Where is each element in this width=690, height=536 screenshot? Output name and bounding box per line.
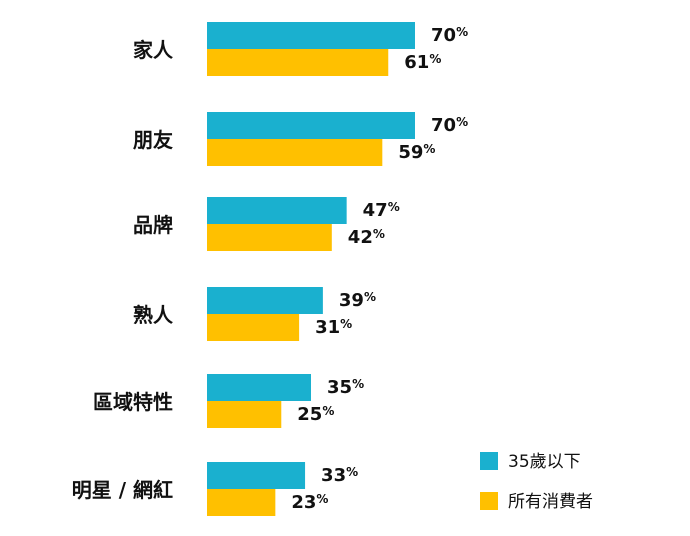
bar-cat-0-series-1	[207, 49, 389, 76]
legend-label-0: 35歲以下	[508, 452, 581, 472]
bars-group	[207, 22, 415, 516]
bar-cat-2-series-1	[207, 224, 332, 251]
category-label-1: 朋友	[133, 128, 173, 152]
bar-cat-3-series-1	[207, 314, 300, 341]
value-label-cat-3-series-1: 31%	[315, 317, 352, 338]
value-label-cat-5-series-0: 33%	[321, 465, 358, 486]
legend-swatch-0	[480, 452, 498, 470]
legend-label-1: 所有消費者	[508, 492, 593, 512]
bar-cat-5-series-1	[207, 489, 276, 516]
value-label-cat-5-series-1: 23%	[291, 492, 328, 513]
value-label-cat-1-series-1: 59%	[398, 142, 435, 163]
value-label-cat-1-series-0: 70%	[431, 115, 468, 136]
bar-cat-1-series-0	[207, 112, 415, 139]
value-label-cat-2-series-0: 47%	[363, 200, 400, 221]
bar-cat-0-series-0	[207, 22, 415, 49]
category-label-4: 區域特性	[93, 390, 173, 414]
bar-cat-4-series-0	[207, 374, 311, 401]
value-label-cat-4-series-0: 35%	[327, 377, 364, 398]
value-label-cat-4-series-1: 25%	[297, 404, 334, 425]
bar-cat-1-series-1	[207, 139, 383, 166]
value-labels: 70% 61% 70% 59% 47% 42% 39% 31% 35% 25% 33% 23%	[291, 25, 468, 513]
value-label-cat-0-series-1: 61%	[404, 52, 441, 73]
category-label-2: 品牌	[133, 213, 173, 237]
value-label-cat-3-series-0: 39%	[339, 290, 376, 311]
category-label-5: 明星 / 網紅	[72, 478, 173, 502]
legend-swatch-1	[480, 492, 498, 510]
value-label-cat-2-series-1: 42%	[348, 227, 385, 248]
bar-cat-2-series-0	[207, 197, 347, 224]
bar-cat-5-series-0	[207, 462, 306, 489]
category-label-0: 家人	[133, 38, 174, 62]
bar-cat-3-series-0	[207, 287, 323, 314]
bar-cat-4-series-1	[207, 401, 282, 428]
category-label-3: 熟人	[133, 303, 174, 327]
value-label-cat-0-series-0: 70%	[431, 25, 468, 46]
